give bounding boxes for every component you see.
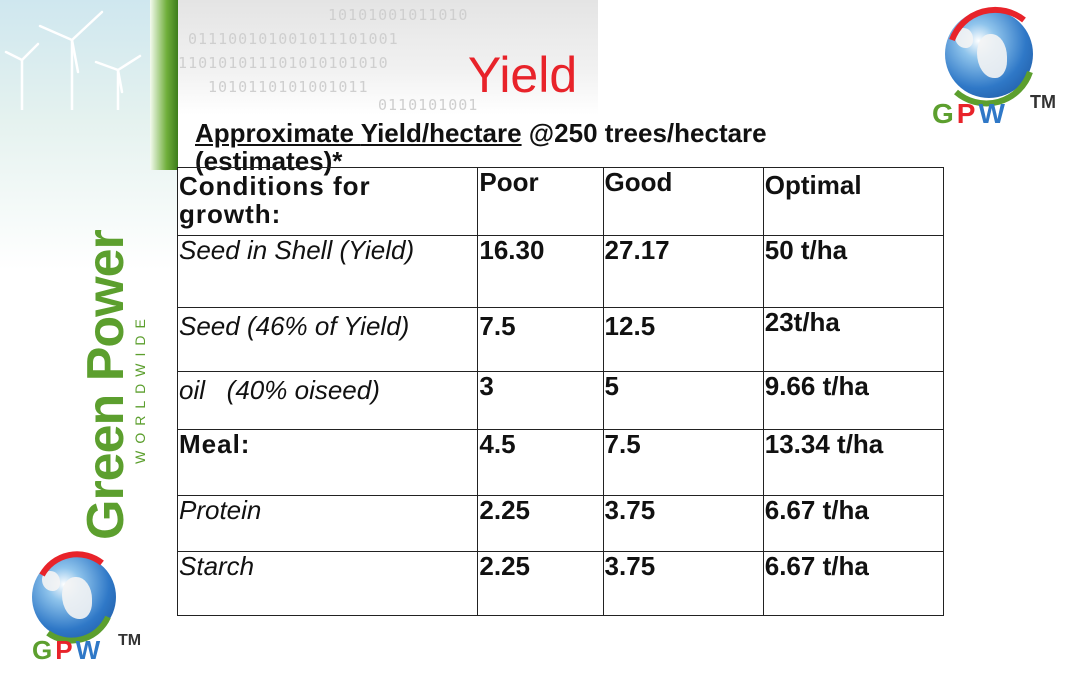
- cell-poor: 4.5: [477, 429, 604, 496]
- cell-optimal: 6.67 t/ha: [762, 551, 945, 616]
- cell-poor: 7.5: [477, 307, 604, 372]
- row-label: Starch: [176, 551, 479, 616]
- slide-subtitle: Approximate Yield/hectare @250 trees/hec…: [195, 118, 767, 176]
- header-good: Good: [602, 167, 764, 236]
- row-label: Meal:: [176, 429, 479, 496]
- header-conditions: Conditions for growth:: [176, 167, 479, 236]
- green-accent-bar: [150, 0, 178, 170]
- binary-pattern-background: 10101001011010 011100101001011101001 001…: [178, 0, 598, 115]
- cell-optimal: 6.67 t/ha: [762, 495, 945, 552]
- row-label: Protein: [176, 495, 479, 552]
- table-row: Protein 2.25 3.75 6.67 t/ha: [176, 495, 945, 552]
- slide-title: Yield: [467, 47, 578, 103]
- globe-arrows-icon: [39, 551, 111, 644]
- brand-name: Green Power: [77, 230, 135, 540]
- row-label: oil (40% oiseed): [176, 371, 479, 430]
- yield-table: Conditions for growth: Poor Good Optimal…: [176, 167, 945, 616]
- cell-poor: 3: [477, 371, 604, 430]
- table-row: Starch 2.25 3.75 6.67 t/ha: [176, 551, 945, 616]
- table-header-row: Conditions for growth: Poor Good Optimal: [176, 167, 945, 236]
- row-label: Seed (46% of Yield): [176, 307, 479, 372]
- cell-good: 3.75: [602, 495, 764, 552]
- cell-good: 3.75: [602, 551, 764, 616]
- header-optimal: Optimal: [762, 167, 945, 236]
- cell-poor: 2.25: [477, 495, 604, 552]
- vertical-brand-logo: Green Power WORLDWIDE: [36, 230, 156, 550]
- cell-poor: 2.25: [477, 551, 604, 616]
- gpw-logo-text-bottom: GPW: [32, 635, 104, 665]
- cell-good: 7.5: [602, 429, 764, 496]
- globe-arrows-icon-top: [949, 6, 1033, 107]
- globe-logo-icon-top: [945, 10, 1033, 98]
- trademark-top: TM: [1030, 92, 1056, 112]
- table-row: oil (40% oiseed) 3 5 9.66 t/ha: [176, 371, 945, 430]
- cell-optimal: 50 t/ha: [762, 235, 945, 308]
- table-row: Seed in Shell (Yield) 16.30 27.17 50 t/h…: [176, 235, 945, 308]
- row-label: Seed in Shell (Yield): [176, 235, 479, 308]
- cell-good: 12.5: [602, 307, 764, 372]
- cell-optimal: 9.66 t/ha: [762, 371, 945, 430]
- header-poor: Poor: [477, 167, 604, 236]
- wind-turbines-icon: [4, 10, 142, 110]
- table-row: Meal: 4.5 7.5 13.34 t/ha: [176, 429, 945, 496]
- cell-poor: 16.30: [477, 235, 604, 308]
- table-row: Seed (46% of Yield) 7.5 12.5 23t/ha: [176, 307, 945, 372]
- gpw-logo-text-top: GPW: [932, 98, 1008, 129]
- cell-good: 5: [602, 371, 764, 430]
- cell-good: 27.17: [602, 235, 764, 308]
- brand-subtitle: WORLDWIDE: [132, 312, 148, 464]
- cell-optimal: 23t/ha: [762, 307, 945, 372]
- trademark-bottom: TM: [118, 632, 142, 649]
- cell-optimal: 13.34 t/ha: [762, 429, 945, 496]
